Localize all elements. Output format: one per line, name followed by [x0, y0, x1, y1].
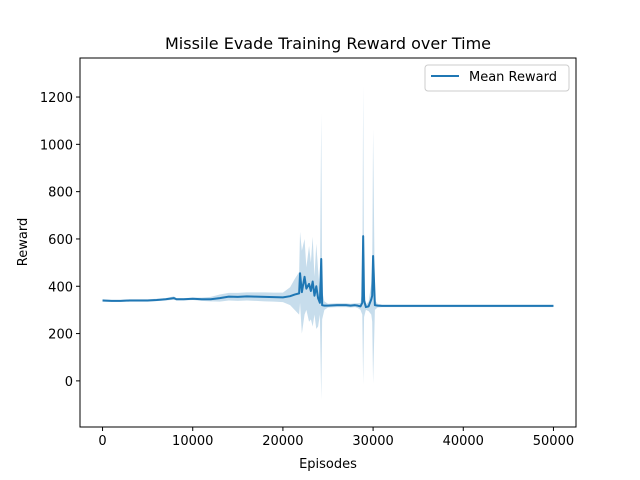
chart-title: Missile Evade Training Reward over Time: [165, 34, 491, 53]
y-tick-label: 1000: [40, 138, 73, 153]
legend-label-mean-reward: Mean Reward: [469, 70, 557, 85]
series-line-layer: [102, 235, 554, 309]
y-tick-label: 600: [48, 233, 73, 248]
x-tick-label: 20000: [262, 434, 303, 449]
x-tick-label: 10000: [172, 434, 213, 449]
y-tick-label: 800: [48, 186, 73, 201]
series-line-mean-reward: [102, 235, 554, 309]
y-tick-label: 400: [48, 280, 73, 295]
y-tick-label: 0: [65, 375, 73, 390]
plot-area-frame: [79, 57, 577, 428]
y-axis-ticks: 0 200 400 600 800 1000 1200: [40, 91, 80, 390]
y-tick-label: 1200: [40, 91, 73, 106]
x-tick-label: 30000: [352, 434, 393, 449]
x-tick-label: 40000: [443, 434, 484, 449]
x-tick-label: 50000: [533, 434, 574, 449]
x-tick-label: 0: [98, 434, 106, 449]
y-axis-label: Reward: [16, 218, 31, 266]
x-axis-label: Episodes: [299, 457, 357, 472]
x-axis-ticks: 0 10000 20000 30000 40000 50000: [98, 427, 574, 449]
legend: Mean Reward: [424, 64, 570, 92]
y-tick-label: 200: [48, 328, 73, 343]
legend-box: [424, 64, 570, 92]
